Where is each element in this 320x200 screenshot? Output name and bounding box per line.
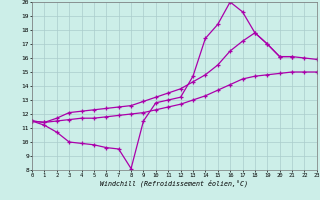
- X-axis label: Windchill (Refroidissement éolien,°C): Windchill (Refroidissement éolien,°C): [100, 179, 248, 187]
